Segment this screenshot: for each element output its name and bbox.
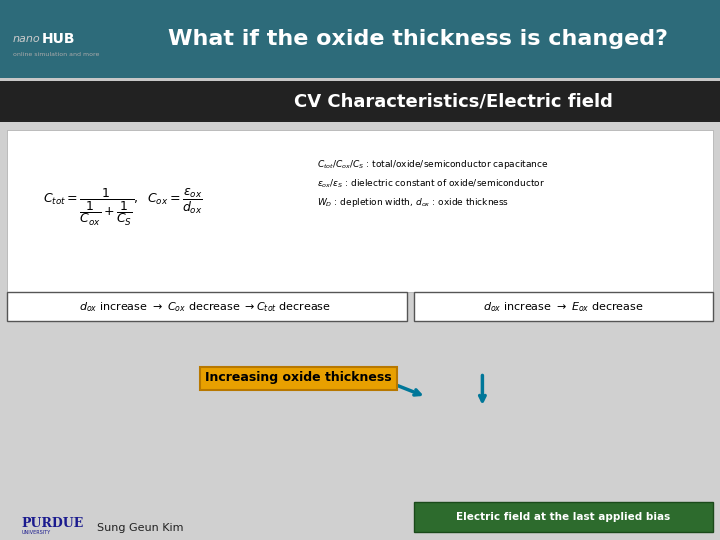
Bar [0, 122, 720, 540]
Bar [7, 292, 407, 321]
Bar [414, 292, 713, 321]
Text: Sung Geun Kim: Sung Geun Kim [97, 523, 184, 533]
Bar [0, 0, 720, 78]
Text: What if the oxide thickness is changed?: What if the oxide thickness is changed? [168, 29, 667, 49]
Text: online simulation and more: online simulation and more [13, 51, 99, 57]
Text: $d_{ox}$ increase $\rightarrow$ $E_{ox}$ decrease: $d_{ox}$ increase $\rightarrow$ $E_{ox}$… [482, 300, 644, 314]
FancyBboxPatch shape [50, 456, 248, 487]
Text: $W_D$ : depletion width, $d_{ox}$ : oxide thickness: $W_D$ : depletion width, $d_{ox}$ : oxid… [317, 196, 509, 209]
X-axis label: Gate voltage (V): Gate voltage (V) [179, 513, 253, 522]
Text: PURDUE: PURDUE [22, 517, 84, 530]
Text: CV Characteristics/Electric field: CV Characteristics/Electric field [294, 92, 613, 111]
Text: $d_{ox}$ increase $\rightarrow$ $C_{ox}$ decrease $\rightarrow$$C_{tot}$ decreas: $d_{ox}$ increase $\rightarrow$ $C_{ox}$… [79, 300, 331, 314]
Text: CV Characteristics: CV Characteristics [91, 467, 207, 476]
FancyBboxPatch shape [546, 344, 698, 429]
Y-axis label: Electric Field: Electric Field [400, 382, 409, 431]
Text: $C_{tot} = \dfrac{1}{\dfrac{1}{C_{ox}} + \dfrac{1}{C_S}}$$,\;\; C_{ox} = \dfrac{: $C_{tot} = \dfrac{1}{\dfrac{1}{C_{ox}} +… [43, 187, 203, 228]
Bar [7, 130, 713, 292]
Bar [414, 502, 713, 532]
Text: $|E_{ox}| = \dfrac{dV}{dx} \simeq \dfrac{\Delta V_{ox}}{d_{ox}}$: $|E_{ox}| = \dfrac{dV}{dx} \simeq \dfrac… [580, 371, 664, 397]
Text: nano: nano [13, 34, 40, 44]
Text: Electric field at the last applied bias: Electric field at the last applied bias [456, 512, 670, 522]
Text: HUB: HUB [42, 32, 76, 46]
Text: UNIVERSITY: UNIVERSITY [22, 530, 51, 536]
Bar [0, 81, 720, 122]
Text: Increasing oxide thickness: Increasing oxide thickness [205, 372, 392, 384]
X-axis label: Position (μm): Position (μm) [539, 509, 595, 518]
Text: $C_{tot}/C_{ox}/C_S$ : total/oxide/semiconductor capacitance: $C_{tot}/C_{ox}/C_S$ : total/oxide/semic… [317, 158, 549, 171]
Text: $\varepsilon_{ox}/\varepsilon_S$ : dielectric constant of oxide/semiconductor: $\varepsilon_{ox}/\varepsilon_S$ : diele… [317, 177, 544, 190]
